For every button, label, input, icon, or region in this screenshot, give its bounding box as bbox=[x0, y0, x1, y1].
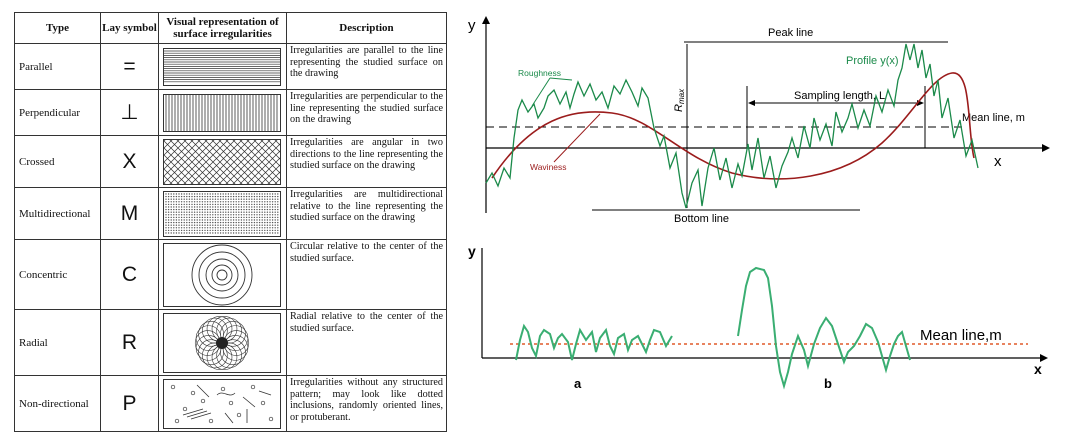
row-type: Crossed bbox=[14, 135, 101, 188]
row-description: Irregularities without any structured pa… bbox=[286, 375, 447, 432]
x-arrow-icon bbox=[1040, 354, 1048, 362]
crossed-pattern-icon bbox=[158, 135, 287, 188]
table-row: Concentric C Circular relative to the ce… bbox=[14, 239, 447, 310]
row-symbol: = bbox=[100, 43, 159, 90]
mean-line-label: Mean line, m bbox=[962, 112, 1025, 124]
table-header-row: Type Lay symbol Visual representation of… bbox=[14, 12, 447, 44]
table-row: Crossed X Irregularities are angular in … bbox=[14, 135, 447, 188]
header-description: Description bbox=[286, 12, 447, 44]
x-axis-label: x bbox=[1034, 361, 1042, 377]
perpendicular-pattern-icon bbox=[158, 89, 287, 136]
row-symbol: R bbox=[100, 309, 159, 376]
row-symbol: M bbox=[100, 187, 159, 240]
radial-pattern-icon bbox=[158, 309, 287, 376]
lay-symbol-table: Type Lay symbol Visual representation of… bbox=[14, 12, 447, 432]
mean-line-diagram: y x Mean line,m a b bbox=[468, 243, 1048, 391]
waviness-label: Waviness bbox=[530, 162, 567, 172]
concentric-pattern-icon bbox=[158, 239, 287, 310]
row-symbol: X bbox=[100, 135, 159, 188]
row-description: Irregularities are parallel to the line … bbox=[286, 43, 447, 90]
row-symbol: C bbox=[100, 239, 159, 310]
label-a: a bbox=[574, 376, 582, 391]
profile-a-curve bbox=[515, 323, 673, 361]
profile-label: Profile y(x) bbox=[846, 55, 899, 67]
roughness-pointer-2 bbox=[549, 77, 573, 81]
bottom-line-label: Bottom line bbox=[674, 213, 729, 225]
table-row: Perpendicular ⊥ Irregularities are perpe… bbox=[14, 89, 447, 136]
row-symbol: ⊥ bbox=[100, 89, 159, 136]
row-description: Radial relative to the center of the stu… bbox=[286, 309, 447, 376]
y-axis-label: y bbox=[468, 17, 476, 34]
non-directional-pattern-icon bbox=[158, 375, 287, 432]
row-type: Multidirectional bbox=[14, 187, 101, 240]
row-description: Irregularities are perpendicular to the … bbox=[286, 89, 447, 136]
row-type: Parallel bbox=[14, 43, 101, 90]
header-type: Type bbox=[14, 12, 101, 44]
arrow-left-icon bbox=[748, 100, 755, 106]
parallel-pattern-icon bbox=[158, 43, 287, 90]
row-description: Circular relative to the center of the s… bbox=[286, 239, 447, 310]
multidirectional-pattern-icon bbox=[158, 187, 287, 240]
roughness-curve bbox=[485, 43, 979, 209]
header-visual: Visual representation of surface irregul… bbox=[158, 12, 287, 44]
label-b: b bbox=[824, 376, 832, 391]
row-type: Non-directional bbox=[14, 375, 101, 432]
rmax-label: Rmax bbox=[673, 88, 686, 112]
x-axis-label: x bbox=[994, 153, 1002, 170]
lay-table: Type Lay symbol Visual representation of… bbox=[14, 12, 447, 432]
profile-b-curve bbox=[737, 266, 911, 390]
row-type: Radial bbox=[14, 309, 101, 376]
x-arrow-icon bbox=[1042, 144, 1050, 152]
waviness-curve bbox=[491, 72, 975, 180]
y-arrow-icon bbox=[482, 16, 490, 24]
table-row: Radial R Radial relative to the center o… bbox=[14, 309, 447, 376]
roughness-pointer bbox=[531, 77, 551, 107]
roughness-label: Roughness bbox=[518, 68, 561, 78]
sampling-length-label: Sampling length, L bbox=[794, 90, 885, 102]
row-type: Perpendicular bbox=[14, 89, 101, 136]
row-symbol: P bbox=[100, 375, 159, 432]
row-type: Concentric bbox=[14, 239, 101, 310]
table-row: Multidirectional M Irregularities are mu… bbox=[14, 187, 447, 240]
mean-line-label: Mean line,m bbox=[920, 327, 1002, 344]
row-description: Irregularities are multidirectional rela… bbox=[286, 187, 447, 240]
peak-line-label: Peak line bbox=[768, 27, 813, 39]
waviness-pointer bbox=[553, 113, 601, 163]
header-lay-symbol: Lay symbol bbox=[100, 12, 159, 44]
profile-diagram: y x Mean line, m Peak line Bottom line R… bbox=[468, 16, 1050, 225]
y-axis-label: y bbox=[468, 243, 476, 259]
table-row: Parallel = Irregularities are parallel t… bbox=[14, 43, 447, 90]
row-description: Irregularities are angular in two direct… bbox=[286, 135, 447, 188]
table-row: Non-directional P Irregularities without… bbox=[14, 375, 447, 432]
